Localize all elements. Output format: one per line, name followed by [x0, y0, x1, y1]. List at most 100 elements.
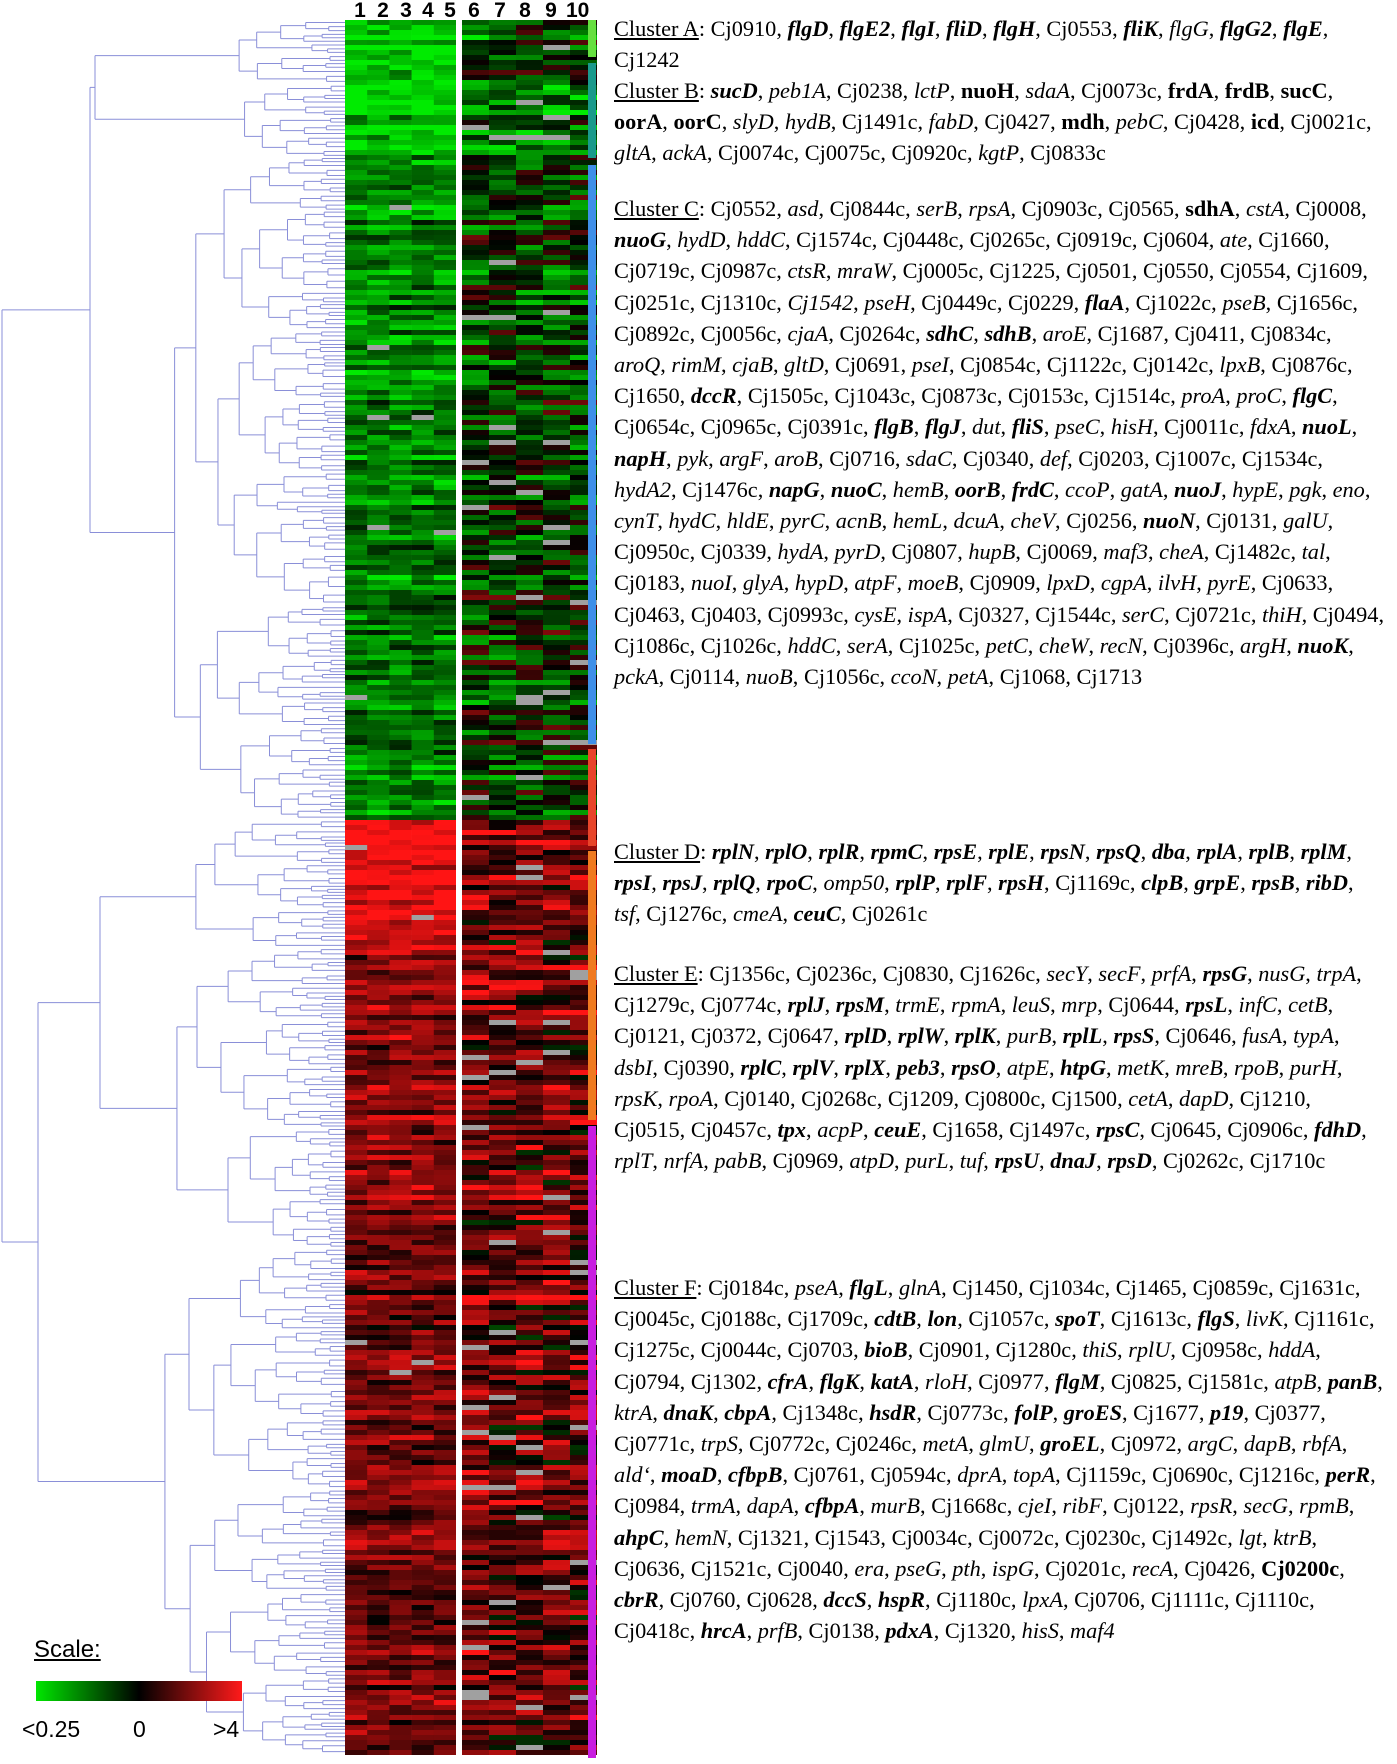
- heatmap-cell: [462, 805, 490, 811]
- heatmap-cell: [543, 320, 571, 326]
- heatmap-cell: [489, 615, 517, 621]
- heatmap-cell: [345, 1110, 368, 1116]
- heatmap-cell: [543, 1155, 571, 1161]
- heatmap-cell: [433, 820, 456, 826]
- heatmap-cell: [389, 135, 412, 141]
- heatmap-cell: [516, 1135, 544, 1141]
- heatmap-cell: [516, 700, 544, 706]
- heatmap-cell: [462, 620, 490, 626]
- heatmap-cell: [345, 1660, 368, 1666]
- gene-name: prfA: [1151, 961, 1192, 986]
- heatmap-cell: [367, 775, 390, 781]
- heatmap-cell: [433, 380, 456, 386]
- heatmap-cell: [489, 595, 517, 601]
- heatmap-cell: [345, 1355, 368, 1361]
- heatmap-cell: [543, 340, 571, 346]
- heatmap-cell: [345, 910, 368, 916]
- heatmap-cell: [367, 565, 390, 571]
- heatmap-cell: [489, 325, 517, 331]
- heatmap-cell: [367, 670, 390, 676]
- heatmap-cell: [367, 130, 390, 136]
- heatmap-cell: [433, 1510, 456, 1516]
- heatmap-cell: [411, 960, 435, 966]
- heatmap-cell: [345, 1260, 368, 1266]
- heatmap-cell: [367, 145, 390, 151]
- heatmap-cell: [516, 1565, 544, 1571]
- heatmap-cell: [367, 1105, 390, 1111]
- heatmap-cell: [570, 435, 597, 441]
- heatmap-cell: [462, 1145, 490, 1151]
- heatmap-cell: [462, 825, 490, 831]
- heatmap-cell: [367, 1670, 390, 1676]
- gene-name: flgJ: [924, 414, 961, 440]
- heatmap-cell: [489, 1590, 517, 1596]
- heatmap-cell: [433, 665, 456, 671]
- heatmap-cell: [345, 1615, 368, 1621]
- heatmap-cell: [389, 1065, 412, 1071]
- heatmap-cell: [543, 720, 571, 726]
- heatmap-cell: [543, 880, 571, 886]
- heatmap-cell: [389, 1355, 412, 1361]
- heatmap-cell: [389, 1020, 412, 1026]
- heatmap-cell: [411, 350, 435, 356]
- heatmap-cell: [489, 1230, 517, 1236]
- heatmap-cell: [367, 1350, 390, 1356]
- heatmap-cell: [489, 1495, 517, 1501]
- heatmap-cell: [462, 1335, 490, 1341]
- heatmap-cell: [411, 750, 435, 756]
- heatmap-cell: [433, 555, 456, 561]
- heatmap-cell: [489, 905, 517, 911]
- heatmap-cell: [367, 790, 390, 796]
- heatmap-cell: [570, 1565, 597, 1571]
- heatmap-cell: [489, 1070, 517, 1076]
- heatmap-cell: [570, 420, 597, 426]
- heatmap-cell: [516, 1500, 544, 1506]
- heatmap-cell: [433, 220, 456, 226]
- heatmap-cell: [411, 915, 435, 921]
- heatmap-cell: [462, 1030, 490, 1036]
- gene-name: Cj1122c: [1046, 352, 1122, 378]
- heatmap-cell: [367, 1435, 390, 1441]
- heatmap-cell: [516, 1570, 544, 1576]
- heatmap-cell: [543, 165, 571, 171]
- heatmap-cell: [516, 1490, 544, 1496]
- heatmap-cell: [367, 615, 390, 621]
- heatmap-cell: [489, 1120, 517, 1126]
- heatmap-cell: [389, 1055, 412, 1061]
- heatmap-cell: [433, 1445, 456, 1451]
- heatmap-cell: [389, 1565, 412, 1571]
- heatmap-cell: [516, 1630, 544, 1636]
- heatmap-cell: [543, 25, 571, 31]
- heatmap-cell: [433, 1370, 456, 1376]
- heatmap-cell: [570, 85, 597, 91]
- heatmap-cell: [367, 1075, 390, 1081]
- gene-name: Cj0550: [1143, 258, 1209, 284]
- gene-name: rpsS: [1113, 1023, 1155, 1049]
- heatmap-cell: [345, 1420, 368, 1426]
- heatmap-cell: [462, 900, 490, 906]
- heatmap-cell: [516, 970, 544, 976]
- heatmap-cell: [433, 505, 456, 511]
- heatmap-cell: [462, 30, 490, 36]
- heatmap-cell: [543, 1520, 571, 1526]
- heatmap-cell: [367, 35, 390, 41]
- heatmap-cell: [570, 700, 597, 706]
- heatmap-cell: [516, 405, 544, 411]
- heatmap-cell: [462, 1725, 490, 1731]
- heatmap-cell: [367, 1535, 390, 1541]
- heatmap-cell: [367, 990, 390, 996]
- heatmap-cell: [345, 860, 368, 866]
- heatmap-cell: [543, 235, 571, 241]
- heatmap-cell: [389, 1690, 412, 1696]
- heatmap-cell: [489, 1315, 517, 1321]
- heatmap-cell: [433, 1665, 456, 1671]
- heatmap-cell: [411, 725, 435, 731]
- heatmap-cell: [462, 1000, 490, 1006]
- heatmap-cell: [543, 1170, 571, 1176]
- heatmap-cell: [489, 1330, 517, 1336]
- gene-name: ispA: [907, 601, 948, 627]
- heatmap-cell: [462, 1365, 490, 1371]
- gene-name: Cj0327: [958, 601, 1025, 627]
- heatmap-cell: [433, 770, 456, 776]
- heatmap-cell: [489, 505, 517, 511]
